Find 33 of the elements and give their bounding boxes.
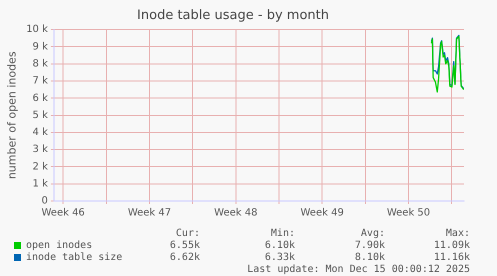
- legend-label: open inodes: [26, 240, 92, 251]
- text: 11.09k: [434, 240, 470, 251]
- y-tick-label: 9 k: [32, 41, 48, 52]
- y-tick-label: 8 k: [32, 58, 48, 70]
- y-tick-label: 3 k: [32, 144, 48, 156]
- text: Avg:: [360, 228, 385, 239]
- text: 8.10k: [354, 252, 385, 263]
- text: 6.33k: [264, 252, 295, 263]
- y-tick-label: 4 k: [32, 127, 48, 138]
- text: Cur:: [176, 228, 200, 239]
- y-tick-label: 5 k: [32, 110, 48, 121]
- y-tick-label: 6 k: [32, 92, 48, 104]
- x-tick-label: Week 47: [128, 208, 172, 219]
- x-tick-label: Week 46: [41, 208, 85, 219]
- text: 7.90k: [354, 240, 385, 251]
- text: Last update: Mon Dec 15 00:00:12 2025: [247, 264, 470, 275]
- text: Max:: [446, 228, 470, 239]
- text: 11.16k: [434, 252, 470, 263]
- text: 6.10k: [264, 240, 295, 251]
- chart-title: Inode table usage - by month: [137, 8, 329, 24]
- text: 6.55k: [170, 240, 200, 251]
- y-axis-title: number of open inodes: [5, 51, 18, 180]
- y-tick-label: 0: [42, 196, 48, 207]
- y-tick-label: 2 k: [32, 161, 48, 172]
- y-tick-label: 10 k: [26, 24, 48, 36]
- x-tick-label: Week 50: [386, 208, 430, 219]
- y-tick-label: 7 k: [32, 76, 48, 87]
- text: 6.62k: [170, 252, 200, 263]
- y-tick-label: 1 k: [32, 178, 48, 190]
- x-tick-label: Week 48: [214, 208, 258, 219]
- legend-label: inode table size: [26, 252, 122, 263]
- x-tick-label: Week 49: [300, 208, 344, 219]
- text: Min:: [270, 228, 295, 239]
